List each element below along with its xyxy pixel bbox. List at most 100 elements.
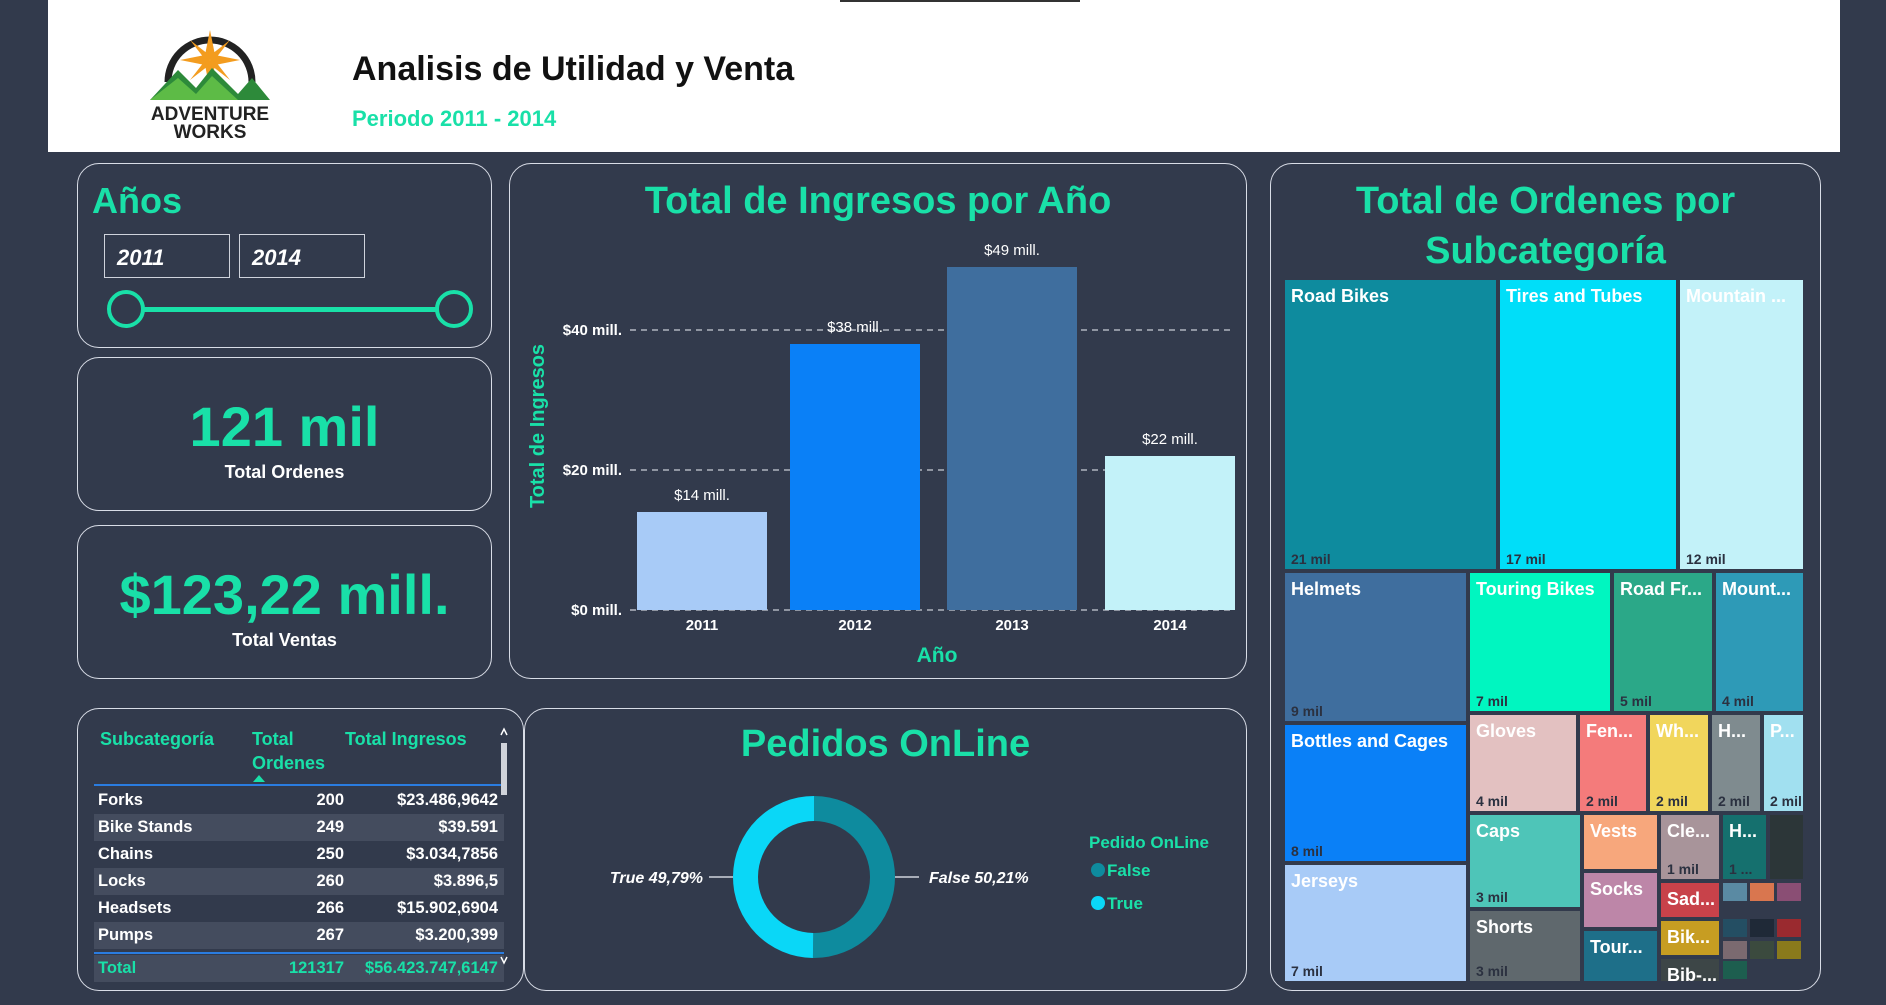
cell-total-revenue: $23.486,9642 — [397, 791, 498, 809]
donut-slice-true[interactable] — [732, 796, 814, 958]
y-tick-label-40: $40 mill. — [563, 322, 622, 339]
bar-2011[interactable] — [637, 512, 767, 610]
treemap-tile-small[interactable] — [1769, 814, 1804, 880]
treemap-tile-name: Touring Bikes — [1476, 579, 1595, 599]
online-orders-panel: Pedidos OnLine False 50,21% True 49,79% … — [524, 708, 1247, 991]
donut-label-false: False 50,21% — [929, 870, 1029, 887]
online-legend-true[interactable]: True — [1091, 894, 1143, 914]
treemap-tile-name: Caps — [1476, 821, 1521, 841]
treemap-tile[interactable]: Socks — [1583, 872, 1658, 928]
table-row[interactable]: Headsets 266 $15.902,6904 — [94, 895, 504, 922]
treemap-tile-small[interactable] — [1722, 882, 1748, 902]
legend-true-label: True — [1107, 894, 1143, 913]
treemap-tile[interactable]: Road Bikes 21 mil — [1284, 279, 1497, 570]
treemap-tile[interactable]: Mountain ... 12 mil — [1679, 279, 1804, 570]
treemap-tile-small[interactable] — [1749, 918, 1775, 938]
bar-2012[interactable] — [790, 344, 920, 610]
treemap-tile[interactable]: Vests — [1583, 814, 1658, 870]
table-row[interactable]: Pumps 267 $3.200,399 — [94, 922, 504, 949]
treemap-tile-name: H... — [1729, 821, 1758, 841]
treemap-tile[interactable]: P... 2 mil — [1763, 714, 1804, 812]
treemap-tile-name: P... — [1770, 721, 1795, 741]
bar-data-label-2013: $49 mill. — [984, 242, 1040, 259]
year-to-input[interactable]: 2014 — [239, 234, 365, 278]
treemap-tile-small[interactable] — [1776, 882, 1802, 902]
online-legend-false[interactable]: False — [1091, 861, 1150, 881]
treemap-tile[interactable]: Fen... 2 mil — [1579, 714, 1647, 812]
subcategory-treemap: Road Bikes 21 mil Tires and Tubes 17 mil Mou… — [1271, 164, 1820, 990]
donut-slice-false[interactable] — [812, 796, 895, 958]
cell-subcategory: Pumps — [98, 926, 154, 944]
online-orders-title: Pedidos OnLine — [740, 723, 1031, 765]
treemap-tile-name: Tour... — [1590, 937, 1643, 957]
treemap-panel: Total de Ordenes por Subcategoría Road B… — [1270, 163, 1821, 991]
treemap-tile-small[interactable] — [1722, 940, 1748, 960]
bar-2013[interactable] — [947, 267, 1077, 610]
treemap-tile-small[interactable] — [1776, 940, 1802, 960]
treemap-tile[interactable]: Tires and Tubes 17 mil — [1499, 279, 1677, 570]
legend-dot-false — [1091, 863, 1105, 877]
treemap-tile[interactable]: Mount... 4 mil — [1715, 572, 1804, 712]
cell-total-orders: 200 — [316, 791, 344, 809]
treemap-tile-small[interactable] — [1722, 918, 1748, 938]
treemap-tile-value: 7 mil — [1476, 693, 1508, 709]
treemap-tile-value: 1 ... — [1729, 861, 1753, 877]
treemap-tile-small[interactable] — [1776, 918, 1802, 938]
treemap-tile-small[interactable] — [1722, 960, 1748, 980]
year-to-handle[interactable] — [435, 290, 473, 328]
treemap-tile-value: 4 mil — [1476, 793, 1508, 809]
treemap-tile[interactable]: Touring Bikes 7 mil — [1469, 572, 1611, 712]
cell-subcategory: Forks — [98, 791, 143, 809]
treemap-tile[interactable]: Bottles and Cages 8 mil — [1284, 724, 1467, 862]
treemap-tile-name: H... — [1718, 721, 1747, 741]
table-scrollbar[interactable] — [499, 723, 509, 973]
treemap-tile-value: 4 mil — [1722, 693, 1754, 709]
treemap-tile-small[interactable] — [1749, 940, 1775, 960]
revenue-chart-title: Total de Ingresos por Año — [644, 180, 1112, 222]
treemap-tile[interactable]: Jerseys 7 mil — [1284, 864, 1467, 982]
adventure-works-logo: ADVENTURE WORKS — [150, 30, 270, 142]
treemap-tile[interactable]: Wh... 2 mil — [1649, 714, 1709, 812]
sort-ascending-icon — [253, 775, 265, 782]
table-total-row: Total 121317 $56.423.747,6147 — [94, 955, 504, 982]
treemap-tile-name: Helmets — [1291, 579, 1362, 599]
table-row[interactable]: Chains 250 $3.034,7856 — [94, 841, 504, 868]
table-row[interactable]: Bike Stands 249 $39.591 — [94, 814, 504, 841]
header-divider — [840, 0, 1080, 2]
treemap-tile[interactable]: Bib-... — [1660, 958, 1720, 982]
treemap-tile-value: 17 mil — [1506, 551, 1546, 567]
treemap-tile-value: 2 mil — [1718, 793, 1750, 809]
table-row[interactable]: Locks 260 $3.896,5 — [94, 868, 504, 895]
cell-total-orders: 266 — [316, 899, 344, 917]
revenue-chart-panel: Total de Ingresos por Año Total de Ingre… — [509, 163, 1247, 679]
table-header-subcategoria[interactable]: Subcategoría — [100, 729, 215, 749]
treemap-tile[interactable]: H... 2 mil — [1711, 714, 1761, 812]
treemap-tile-name: Wh... — [1656, 721, 1699, 741]
treemap-tile-name: Socks — [1590, 879, 1644, 899]
bar-2014[interactable] — [1105, 456, 1235, 610]
treemap-tile[interactable]: Shorts 3 mil — [1469, 910, 1581, 982]
treemap-tile[interactable]: Road Fr... 5 mil — [1613, 572, 1713, 712]
table-header-total-ingresos[interactable]: Total Ingresos — [345, 729, 467, 749]
legend-false-label: False — [1107, 861, 1151, 880]
treemap-tile[interactable]: H... 1 ... — [1722, 814, 1767, 880]
treemap-tile[interactable]: Bik... — [1660, 920, 1720, 956]
treemap-tile[interactable]: Sad... — [1660, 882, 1720, 918]
treemap-tile-value: 9 mil — [1291, 703, 1323, 719]
table-row[interactable]: Forks 200 $23.486,9642 — [94, 787, 504, 814]
treemap-tile-value: 5 mil — [1620, 693, 1652, 709]
year-from-input[interactable]: 2011 — [104, 234, 230, 278]
table-header-total-ordenes[interactable]: Total Ordenes — [252, 729, 326, 773]
treemap-tile-small[interactable] — [1749, 882, 1775, 902]
treemap-tile[interactable]: Helmets 9 mil — [1284, 572, 1467, 722]
treemap-tile[interactable]: Cle... 1 mil — [1660, 814, 1720, 880]
treemap-tile[interactable]: Gloves 4 mil — [1469, 714, 1577, 812]
treemap-tile[interactable]: Caps 3 mil — [1469, 814, 1581, 908]
treemap-tile[interactable]: Tour... — [1583, 930, 1658, 982]
year-range-track[interactable] — [124, 307, 454, 312]
cell-total-orders: 250 — [316, 845, 344, 863]
treemap-tile-name: Sad... — [1667, 889, 1716, 909]
subcategory-table-panel: Subcategoría Total Ordenes Total Ingreso… — [77, 708, 524, 991]
year-from-handle[interactable] — [107, 290, 145, 328]
donut-label-true: True 49,79% — [610, 870, 703, 887]
